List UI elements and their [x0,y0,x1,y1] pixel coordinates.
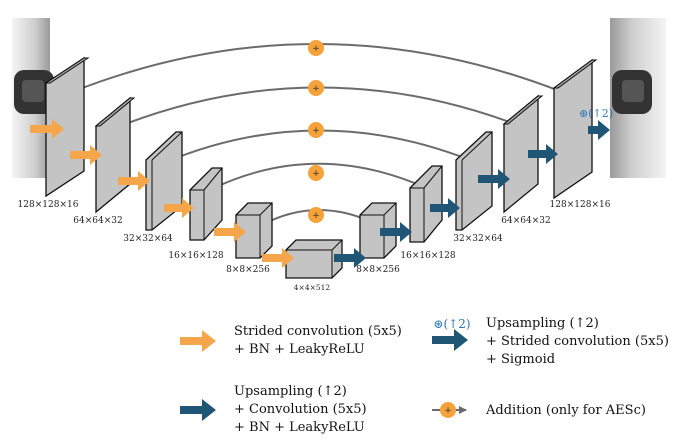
plus-circle-icon: + [308,207,324,223]
decoder-arrows [334,120,610,268]
svg-text:+: + [312,84,320,94]
shape-label-enc3: 32×32×64 [123,234,173,244]
final-upsampling-arrow-icon [432,329,468,351]
output-image [610,18,666,178]
shape-label-enc4: 16×16×128 [168,251,223,261]
strided-conv-arrow-icon [180,330,216,352]
shape-label-enc2: 64×64×32 [73,216,122,226]
upsampling-arrow [380,222,412,242]
shape-label-enc1: 128×128×16 [18,200,79,210]
tensor-dec2 [502,94,544,214]
upsampling-arrow [478,169,510,189]
svg-text:+: + [312,126,320,136]
upsampling-arrow [430,198,460,218]
strided-conv-arrow [118,171,150,191]
input-image [12,18,54,178]
legend-upsampling-line3: + BN + LeakyReLU [234,420,365,435]
plus-circle-icon: + [308,40,324,56]
plus-circle-icon: + [308,122,324,138]
tensor-enc5 [235,202,273,259]
legend: Strided convolution (5x5) + BN + LeakyRe… [180,316,669,435]
legend-final-line1: Upsampling (↑2) [486,316,599,331]
shape-labels: 128×128×16 64×64×32 32×32×64 16×16×128 8… [18,200,611,292]
legend-final-line2: + Strided convolution (5x5) [486,334,669,349]
tensor-dec3 [455,131,493,231]
tensor-dec1 [552,58,598,200]
strided-conv-arrow [30,119,64,139]
tensor-bottleneck [285,239,343,279]
legend-strided-conv-line1: Strided convolution (5x5) [234,324,402,339]
plus-circle-icon: + [308,80,324,96]
upsampling-arrow [528,144,558,164]
legend-final-block: ⊛(↑2) Upsampling (↑2) + Strided convolut… [432,316,669,367]
plus-circle-icon: + [308,165,324,181]
skip-connection-4 [213,162,425,189]
legend-strided-conv: Strided convolution (5x5) + BN + LeakyRe… [180,324,402,357]
svg-text:+: + [312,169,320,179]
addition-nodes: + + + + + [308,40,324,223]
plus-circle-icon: + [440,402,456,418]
upsampling-arrow [334,248,366,268]
encoder [44,56,343,279]
legend-addition-label: Addition (only for AESc) [485,403,646,418]
tensor-dec4 [409,165,443,243]
tensor-enc3 [145,131,183,231]
shape-label-dec1: 128×128×16 [550,200,611,210]
shape-label-dec3: 32×32×64 [453,234,503,244]
shape-label-enc5: 8×8×256 [226,265,270,275]
final-upsampling-arrow [588,120,610,140]
strided-conv-arrow [164,198,194,218]
final-op-tag: ⊛(↑2) [579,107,613,120]
tensor-enc4 [189,167,223,241]
shape-label-dec2: 64×64×32 [501,216,550,226]
legend-upsampling-line2: + Convolution (5x5) [234,402,367,417]
strided-conv-arrow [214,222,246,242]
decoder [359,58,598,259]
encoder-arrows [30,119,294,268]
legend-strided-conv-line2: + BN + LeakyReLU [234,342,365,357]
legend-addition: + Addition (only for AESc) [432,402,646,418]
strided-conv-arrow [70,145,102,165]
shape-label-dec4: 16×16×128 [400,251,455,261]
shape-label-dec5: 8×8×256 [356,265,400,275]
tensor-enc1 [44,56,90,198]
legend-upsampling: Upsampling (↑2) + Convolution (5x5) + BN… [180,384,367,435]
svg-text:+: + [312,211,320,221]
strided-conv-arrow [262,248,294,268]
legend-final-line3: + Sigmoid [486,352,555,367]
svg-text:+: + [312,44,320,54]
svg-text:+: + [444,406,452,416]
legend-upsampling-line1: Upsampling (↑2) [234,384,347,399]
legend-final-tag: ⊛(↑2) [433,317,470,331]
shape-label-bottleneck: 4×4×512 [294,283,331,292]
upsampling-arrow-icon [180,399,216,421]
